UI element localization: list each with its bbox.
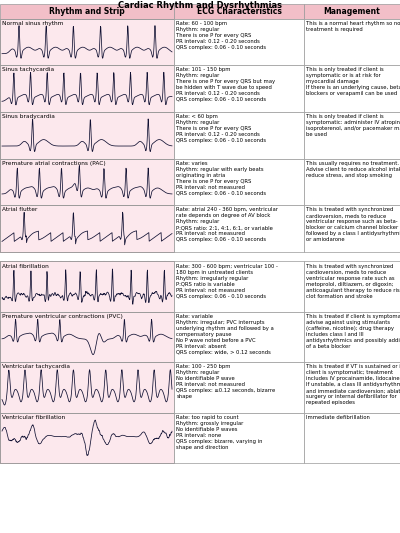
Bar	[304, 112, 400, 159]
Bar	[174, 159, 304, 205]
Bar	[174, 312, 304, 362]
Bar	[174, 262, 304, 312]
Bar	[0, 112, 174, 159]
Bar	[0, 159, 174, 205]
Text: Rate: too rapid to count
Rhythm: grossly irregular
No identifiable P waves
PR in: Rate: too rapid to count Rhythm: grossly…	[176, 415, 263, 450]
Text: Rate: 101 - 150 bpm
Rhythm: regular
There is one P for every QRS but may
be hidd: Rate: 101 - 150 bpm Rhythm: regular Ther…	[176, 68, 276, 102]
Text: Rate: 300 - 600 bpm; ventricular 100 -
180 bpm in untreated clients
Rhythm: irre: Rate: 300 - 600 bpm; ventricular 100 - 1…	[176, 264, 278, 298]
Bar	[0, 4, 174, 19]
Text: Rate: varies
Rhythm: regular with early beats
originating in atria
There is one : Rate: varies Rhythm: regular with early …	[176, 161, 266, 196]
Bar	[304, 362, 400, 413]
Bar	[0, 159, 174, 205]
Text: Rhythm and Strip: Rhythm and Strip	[49, 7, 125, 15]
Bar	[0, 362, 174, 413]
Bar	[304, 19, 400, 66]
Text: This is treated if VT is sustained or if
client is symptomatic; treatment
includ: This is treated if VT is sustained or if…	[306, 365, 400, 405]
Text: This is only treated if client is
symptomatic or is at risk for
myocardial damag: This is only treated if client is sympto…	[306, 68, 400, 96]
Text: Premature atrial contractions (PAC): Premature atrial contractions (PAC)	[2, 161, 105, 166]
Text: This is a normal heart rhythm so no
treatment is required: This is a normal heart rhythm so no trea…	[306, 21, 400, 32]
Bar	[0, 312, 174, 362]
Bar	[0, 262, 174, 312]
Bar	[304, 413, 400, 463]
Text: Immediate defibrillation: Immediate defibrillation	[306, 415, 370, 419]
Text: Rate: 60 - 100 bpm
Rhythm: regular
There is one P for every QRS
PR interval: 0.1: Rate: 60 - 100 bpm Rhythm: regular There…	[176, 21, 266, 50]
Bar	[304, 312, 400, 362]
Bar	[0, 205, 174, 252]
Text: Rate: variable
Rhythm: irregular; PVC interrupts
underlying rhythm and followed : Rate: variable Rhythm: irregular; PVC in…	[176, 314, 274, 355]
Bar	[174, 112, 304, 159]
Bar	[304, 262, 400, 312]
Bar	[0, 205, 174, 252]
Bar	[304, 205, 400, 252]
Bar	[0, 312, 174, 362]
Bar	[304, 66, 400, 112]
Bar	[174, 66, 304, 112]
Text: Rate: 100 - 250 bpm
Rhythm: regular
No identifiable P wave
PR interval: not meas: Rate: 100 - 250 bpm Rhythm: regular No i…	[176, 365, 276, 399]
Bar	[0, 413, 174, 463]
Bar	[304, 159, 400, 205]
Text: This is treated if client is symptomatic:
advise against using stimulants
(caffe: This is treated if client is symptomatic…	[306, 314, 400, 349]
Text: Normal sinus rhythm: Normal sinus rhythm	[2, 21, 63, 26]
Text: Atrial fibrillation: Atrial fibrillation	[2, 264, 48, 269]
Bar	[0, 362, 174, 413]
Bar	[174, 19, 304, 66]
Bar	[174, 413, 304, 463]
Text: Sinus bradycardia: Sinus bradycardia	[2, 114, 54, 119]
Text: ECG Characteristics: ECG Characteristics	[196, 7, 282, 15]
Text: Premature ventricular contractions (PVC): Premature ventricular contractions (PVC)	[2, 314, 122, 319]
Text: Sinus tachycardia: Sinus tachycardia	[2, 68, 54, 72]
Bar	[0, 19, 174, 66]
Text: Rate: < 60 bpm
Rhythm: regular
There is one P for every QRS
PR interval: 0.12 - : Rate: < 60 bpm Rhythm: regular There is …	[176, 114, 266, 143]
Text: This is only treated if client is
symptomatic: administer IV atropine,
isoproter: This is only treated if client is sympto…	[306, 114, 400, 137]
Bar	[304, 4, 400, 19]
Text: This is treated with synchronized
cardioversion, meds to reduce
ventricular resp: This is treated with synchronized cardio…	[306, 264, 400, 298]
Text: Ventricular fibrillation: Ventricular fibrillation	[2, 415, 65, 419]
Bar	[0, 413, 174, 463]
Text: Cardiac Rhythm and Dysrhythmias: Cardiac Rhythm and Dysrhythmias	[118, 1, 282, 10]
Bar	[174, 4, 304, 19]
Text: Rate: atrial 240 - 360 bpm, ventricular
rate depends on degree of AV block
Rhyth: Rate: atrial 240 - 360 bpm, ventricular …	[176, 207, 278, 243]
Bar	[174, 205, 304, 252]
Bar	[0, 19, 174, 66]
Bar	[0, 112, 174, 159]
Bar	[0, 66, 174, 112]
Text: Management: Management	[324, 7, 380, 15]
Bar	[174, 362, 304, 413]
Text: This is treated with synchronized
cardioversion, meds to reduce
ventricular resp: This is treated with synchronized cardio…	[306, 207, 400, 243]
Text: This usually requires no treatment.
Advise client to reduce alcohol intake,
redu: This usually requires no treatment. Advi…	[306, 161, 400, 177]
Text: Atrial flutter: Atrial flutter	[2, 207, 37, 212]
Bar	[0, 66, 174, 112]
Text: Ventricular tachycardia: Ventricular tachycardia	[2, 365, 70, 369]
Bar	[0, 262, 174, 312]
